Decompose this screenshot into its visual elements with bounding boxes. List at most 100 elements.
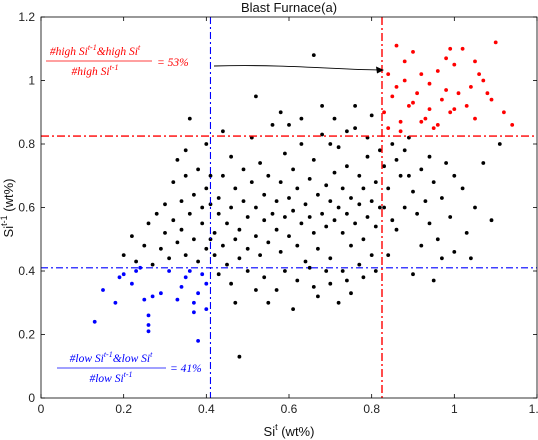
- data-point: [187, 116, 192, 121]
- data-point: [171, 218, 176, 223]
- data-point: [369, 113, 374, 118]
- data-point: [266, 173, 271, 178]
- data-point: [357, 202, 362, 207]
- high-annotation-arrow: [213, 65, 383, 71]
- data-point: [287, 234, 291, 239]
- data-point: [353, 104, 357, 108]
- x-tick-label: 0.6: [281, 402, 298, 416]
- low-point: [121, 272, 126, 277]
- data-point: [266, 300, 271, 305]
- data-point: [299, 116, 304, 121]
- low-point: [117, 275, 122, 280]
- data-point: [241, 167, 246, 172]
- high-points-group: [382, 40, 515, 134]
- y-tick-label: 0.6: [18, 201, 35, 215]
- high-point: [415, 91, 419, 96]
- data-point: [332, 218, 337, 223]
- data-point: [307, 177, 312, 181]
- data-point: [187, 211, 192, 216]
- high-annotation: #high Sit-1&high Sit #high Sit-1 = 53%: [46, 43, 189, 78]
- data-point: [299, 221, 304, 226]
- data-point: [237, 227, 242, 232]
- data-point: [448, 215, 453, 219]
- data-point: [278, 110, 283, 115]
- data-point: [328, 256, 333, 261]
- data-point: [274, 227, 279, 232]
- low-point: [92, 319, 97, 324]
- data-point: [154, 211, 159, 216]
- high-point: [390, 94, 395, 99]
- low-annotation-value: = 41%: [170, 363, 202, 375]
- data-point: [489, 218, 494, 223]
- data-point: [431, 278, 436, 283]
- data-point: [316, 246, 320, 251]
- y-tick-label: 0.4: [18, 264, 35, 278]
- high-point: [402, 78, 407, 83]
- high-point: [493, 40, 498, 45]
- data-point: [382, 164, 386, 169]
- low-annotation: #low Sit-1&low Sit #low Sit-1 = 41%: [57, 350, 202, 385]
- high-point: [386, 126, 391, 130]
- data-point: [440, 256, 444, 261]
- low-point: [179, 285, 184, 289]
- data-point: [345, 129, 349, 134]
- low-point: [159, 291, 163, 296]
- data-point: [345, 211, 349, 216]
- data-point: [320, 211, 324, 216]
- data-point: [208, 202, 213, 207]
- data-point: [365, 215, 370, 219]
- low-point: [150, 294, 155, 299]
- data-point: [130, 234, 134, 239]
- data-point: [229, 281, 234, 286]
- low-point: [175, 297, 180, 302]
- data-point: [411, 189, 415, 194]
- data-point: [270, 211, 275, 216]
- data-point: [357, 173, 362, 178]
- data-point: [179, 199, 184, 204]
- high-annotation-denominator: #high Sit-1: [72, 63, 119, 78]
- data-point: [208, 173, 213, 178]
- high-point: [394, 43, 399, 48]
- high-point: [444, 88, 448, 92]
- low-point: [130, 281, 134, 286]
- data-point: [204, 246, 209, 251]
- high-point: [464, 104, 469, 108]
- data-point: [270, 123, 275, 127]
- mid-points-group: [121, 53, 502, 359]
- data-point: [336, 300, 341, 305]
- data-point: [307, 215, 312, 219]
- data-point: [212, 231, 217, 235]
- data-point: [320, 104, 324, 108]
- low-point: [101, 288, 105, 292]
- data-point: [150, 262, 155, 267]
- data-point: [225, 221, 229, 226]
- chart-title: Blast Furnace(a): [241, 0, 337, 15]
- data-point: [291, 307, 295, 311]
- high-point: [510, 123, 515, 127]
- data-point: [394, 158, 399, 162]
- data-point: [295, 278, 300, 283]
- data-point: [324, 183, 329, 188]
- data-point: [431, 180, 436, 185]
- data-point: [423, 199, 428, 204]
- data-point: [481, 161, 486, 165]
- high-point: [398, 119, 403, 124]
- data-point: [192, 237, 196, 242]
- x-tick-label: 0: [38, 402, 45, 416]
- data-point: [328, 199, 333, 204]
- data-point: [311, 53, 316, 57]
- high-annotation-numerator: #high Sit-1&high Sit: [50, 43, 141, 58]
- data-point: [336, 205, 341, 210]
- high-point: [452, 62, 457, 67]
- data-point: [419, 243, 424, 248]
- data-point: [328, 142, 333, 146]
- high-point: [452, 107, 457, 111]
- x-tick-label: 1.2: [529, 402, 538, 416]
- high-point: [398, 129, 403, 134]
- data-point: [233, 186, 238, 191]
- y-tick-label: 0.8: [18, 137, 35, 151]
- data-point: [163, 231, 167, 235]
- high-point: [402, 59, 407, 64]
- data-point: [402, 148, 407, 153]
- data-point: [464, 231, 469, 235]
